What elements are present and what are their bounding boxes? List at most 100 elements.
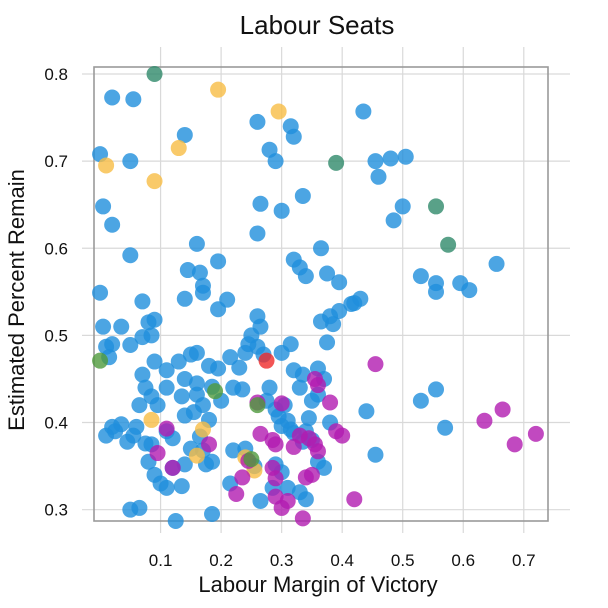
data-point (437, 419, 454, 436)
data-point (170, 353, 187, 370)
data-point (179, 262, 196, 279)
data-point (158, 362, 175, 379)
data-point (122, 153, 139, 170)
data-point (104, 89, 121, 106)
data-point (428, 283, 445, 300)
data-point (258, 352, 275, 369)
data-point (294, 187, 311, 204)
data-point (285, 128, 302, 145)
data-point (225, 442, 242, 459)
x-tick-label: 0.5 (391, 551, 415, 570)
data-point (303, 466, 320, 483)
data-point (210, 360, 227, 377)
data-point (176, 456, 193, 473)
data-point (291, 379, 308, 396)
data-point (282, 336, 299, 353)
data-point (185, 404, 202, 421)
data-point (397, 148, 414, 165)
data-point (252, 492, 269, 509)
data-point (104, 336, 121, 353)
data-point (319, 334, 336, 351)
data-point (328, 154, 345, 171)
x-tick-label: 0.3 (270, 551, 294, 570)
x-tick-label: 0.6 (451, 551, 475, 570)
data-point (188, 447, 205, 464)
data-point (143, 327, 160, 344)
data-point (461, 282, 478, 299)
data-point (234, 381, 251, 398)
data-point (167, 513, 184, 529)
data-point (188, 375, 205, 392)
data-point (294, 510, 311, 527)
y-axis-label: Estimated Percent Remain (4, 169, 29, 431)
data-point (134, 366, 151, 383)
data-point (394, 198, 411, 215)
x-axis-label: Labour Margin of Victory (198, 572, 437, 597)
data-point (122, 336, 139, 353)
data-point (210, 253, 227, 270)
data-point (303, 392, 320, 409)
data-point (194, 421, 211, 438)
data-point (261, 379, 278, 396)
data-point (300, 410, 317, 427)
data-point (252, 425, 269, 442)
data-point (382, 150, 399, 167)
data-point (207, 383, 224, 400)
data-point (158, 379, 175, 396)
data-point (95, 198, 112, 215)
data-point (173, 388, 190, 405)
data-point (355, 103, 372, 120)
data-point (506, 436, 523, 453)
y-tick-label: 0.5 (44, 326, 68, 345)
data-point (125, 91, 142, 108)
data-point (176, 126, 193, 143)
data-point (201, 436, 218, 453)
data-point (370, 168, 387, 185)
data-point (428, 381, 445, 398)
data-point (279, 492, 296, 509)
data-point (146, 173, 163, 190)
data-point (309, 443, 326, 460)
data-point (249, 113, 266, 130)
data-point (385, 212, 402, 229)
data-point (92, 284, 109, 301)
data-point (231, 359, 248, 376)
data-point (131, 397, 148, 414)
ticks-layer: 0.1 0.2 0.3 0.4 0.5 0.6 0.7 0.3 0.4 0.5 0.6 0.7 0.8 (44, 65, 535, 570)
data-point (488, 255, 505, 272)
data-point (412, 392, 429, 409)
data-point (228, 485, 245, 502)
x-tick-label: 0.7 (512, 551, 536, 570)
y-tick-label: 0.6 (44, 239, 68, 258)
data-point (131, 499, 148, 516)
y-tick-label: 0.3 (44, 501, 68, 520)
data-point (270, 103, 287, 120)
data-point (252, 195, 269, 212)
data-point (267, 153, 284, 170)
data-point (322, 394, 339, 411)
data-point (313, 240, 329, 257)
x-tick-label: 0.4 (330, 551, 354, 570)
data-point (358, 403, 375, 420)
data-point (316, 459, 333, 476)
data-point (273, 202, 290, 219)
data-point (92, 352, 109, 369)
data-point (98, 157, 115, 174)
data-point (146, 311, 163, 328)
data-point (325, 316, 342, 333)
data-point (210, 301, 227, 318)
data-point (273, 395, 290, 412)
data-point (319, 265, 336, 282)
data-point (176, 290, 193, 307)
y-tick-label: 0.7 (44, 152, 68, 171)
data-point (267, 436, 284, 453)
data-point (149, 397, 166, 414)
data-point (352, 290, 369, 307)
data-point (164, 459, 181, 476)
data-point (297, 491, 314, 508)
data-point (122, 247, 139, 264)
data-point (188, 235, 205, 252)
data-point (194, 284, 211, 301)
